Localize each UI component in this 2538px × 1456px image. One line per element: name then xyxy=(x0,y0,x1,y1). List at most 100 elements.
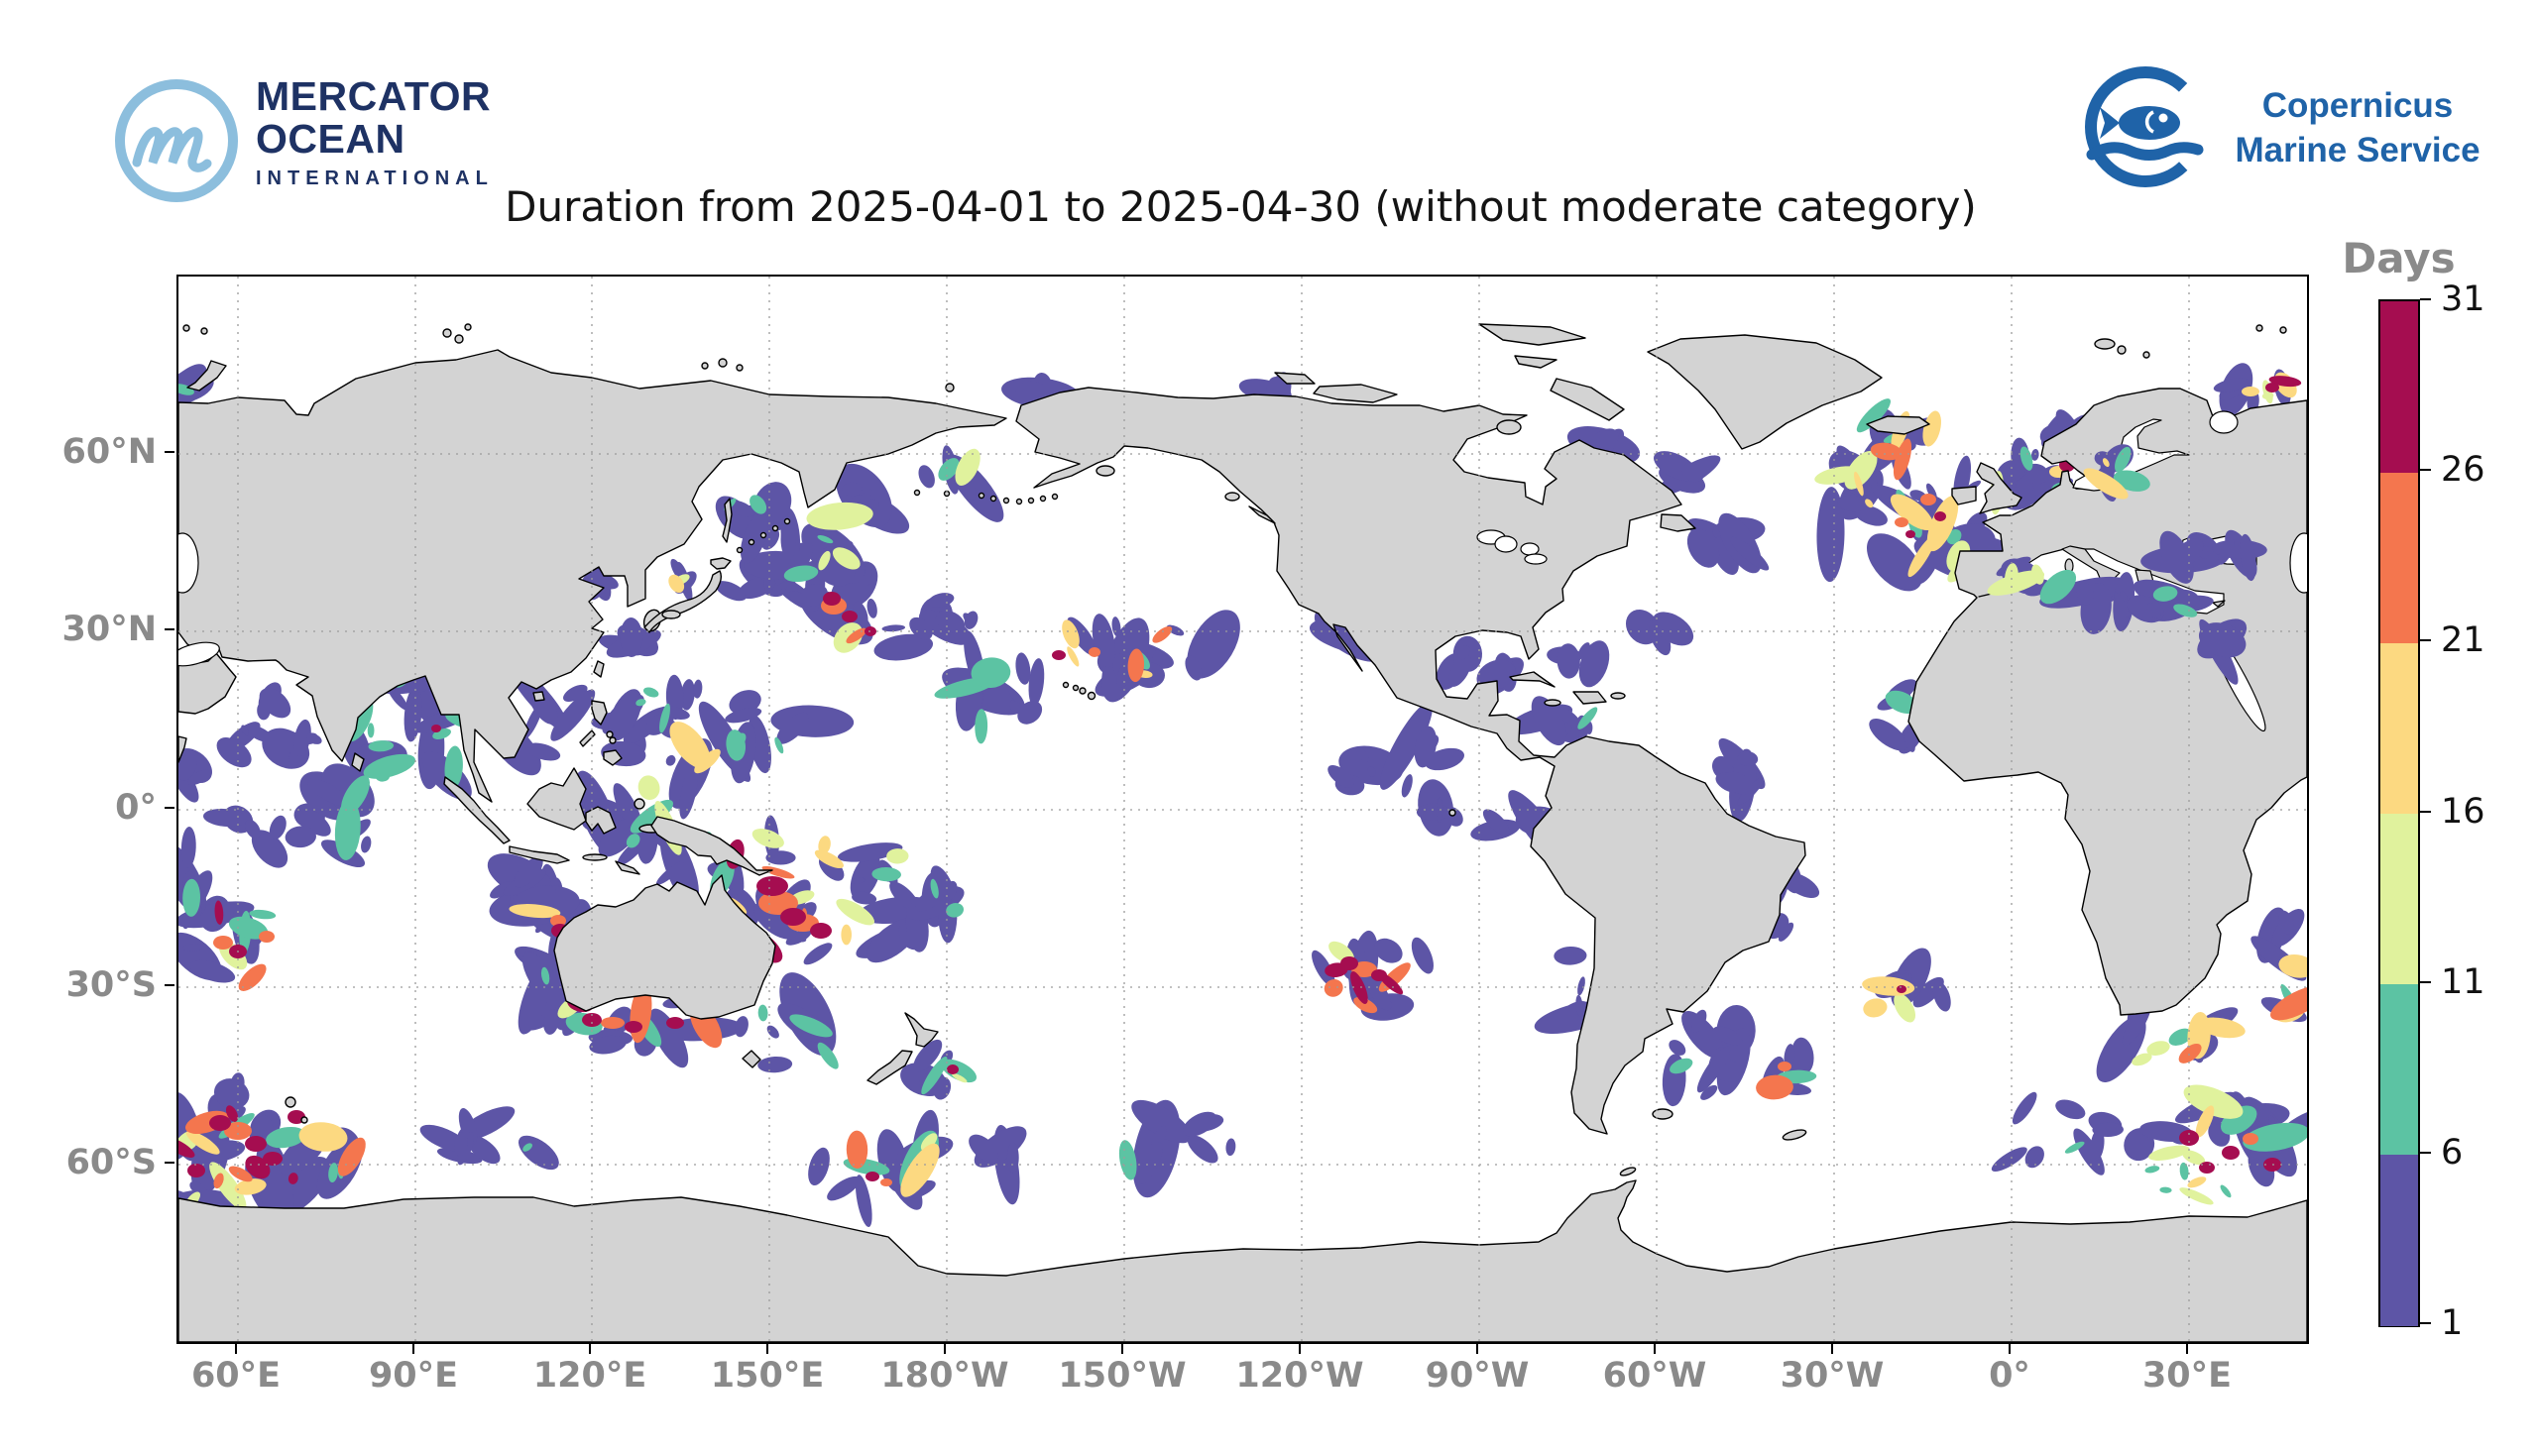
x-tick xyxy=(766,1344,768,1354)
copernicus-line2: Marine Service xyxy=(2235,131,2480,169)
x-tick-label: 180°W xyxy=(880,1356,1009,1396)
land-hokkaido xyxy=(710,557,732,570)
y-tick xyxy=(165,1162,174,1164)
x-tick-label: 150°W xyxy=(1058,1356,1187,1396)
land-tasmania xyxy=(742,1050,761,1068)
colorbar-tick xyxy=(2420,1151,2431,1154)
y-tick xyxy=(165,628,174,630)
colorbar-tick xyxy=(2420,980,2431,983)
heatwave-patches-ocean xyxy=(178,363,2307,1229)
land-mindanao xyxy=(603,749,623,766)
colorbar-tick-label: 31 xyxy=(2441,280,2485,319)
x-tick xyxy=(1654,1344,1656,1354)
land-luzon xyxy=(591,700,608,726)
colorbar-bin xyxy=(2380,472,2418,643)
mercator-line2: OCEAN xyxy=(256,116,405,162)
mercator-ocean-logo: MERCATOR OCEAN INTERNATIONAL xyxy=(107,65,623,224)
colorbar-tick xyxy=(2420,639,2431,642)
land-great-britain xyxy=(1976,462,2022,514)
colorbar-tick-label: 21 xyxy=(2441,620,2485,661)
x-tick xyxy=(412,1344,414,1354)
y-tick-label: 60°S xyxy=(65,1143,157,1182)
x-tick-label: 90°W xyxy=(1425,1356,1530,1396)
heatwave-patches-inland-seas xyxy=(1987,444,2267,685)
x-tick xyxy=(1831,1344,1833,1354)
colorbar-bin xyxy=(2380,813,2418,985)
colorbar-bin xyxy=(2380,1154,2418,1326)
land-nz-south xyxy=(866,1050,913,1085)
colorbar-tick xyxy=(2420,810,2431,813)
x-tick-label: 120°W xyxy=(1235,1356,1364,1396)
mercator-line3: INTERNATIONAL xyxy=(256,168,494,189)
colorbar-tick xyxy=(2420,1322,2431,1324)
x-tick xyxy=(235,1344,237,1354)
land-antarctica xyxy=(178,1179,2307,1342)
colorbar-tick xyxy=(2420,469,2431,472)
x-tick xyxy=(589,1344,591,1354)
land-ireland xyxy=(1951,486,1977,505)
colorbar-bin xyxy=(2380,642,2418,815)
land-nz-north xyxy=(904,1012,939,1048)
x-tick-label: 30°W xyxy=(1780,1356,1885,1396)
land-sulawesi xyxy=(585,806,617,835)
copernicus-wordmark: Copernicus Marine Service xyxy=(2229,83,2486,172)
colorbar-tick xyxy=(2420,298,2431,300)
x-tick-label: 60°W xyxy=(1602,1356,1707,1396)
land-layer xyxy=(178,323,2307,1342)
land-greenland xyxy=(1647,334,1883,450)
land-taiwan xyxy=(593,660,605,678)
y-tick-label: 30°S xyxy=(65,965,157,1005)
y-tick xyxy=(165,451,174,453)
sea-persian-gulf xyxy=(178,641,220,667)
land-borneo xyxy=(526,767,587,831)
x-tick xyxy=(2186,1344,2188,1354)
sea-white xyxy=(2209,410,2239,434)
colorbar-tick-label: 11 xyxy=(2441,961,2485,1002)
mercator-monogram-icon xyxy=(115,79,238,202)
y-tick-label: 0° xyxy=(115,788,157,828)
x-tick xyxy=(1476,1344,1478,1354)
land-hispaniola xyxy=(1572,691,1607,705)
land-americas xyxy=(1015,387,1806,1135)
colorbar-tick-label: 16 xyxy=(2441,791,2485,832)
colorbar-tick-label: 6 xyxy=(2441,1132,2464,1173)
x-tick xyxy=(1299,1344,1301,1354)
x-tick-label: 150°E xyxy=(710,1356,825,1396)
y-tick xyxy=(165,984,174,986)
colorbar-tick-label: 26 xyxy=(2441,450,2485,491)
mercator-ocean-wordmark: MERCATOR OCEAN INTERNATIONAL xyxy=(256,75,494,190)
copernicus-marine-logo: Copernicus Marine Service xyxy=(2078,61,2534,220)
x-tick-label: 30°E xyxy=(2141,1356,2233,1396)
world-map xyxy=(176,275,2309,1344)
sea-caspian-left xyxy=(178,532,199,594)
land-iceland xyxy=(1866,415,1930,435)
x-tick-label: 120°E xyxy=(532,1356,647,1396)
graticule-gridlines xyxy=(178,277,2307,1342)
land-cuba xyxy=(1509,671,1556,688)
land-horn-africa xyxy=(178,735,187,763)
y-tick-label: 60°N xyxy=(61,432,158,472)
x-tick-label: 60°E xyxy=(190,1356,282,1396)
world-map-canvas xyxy=(178,277,2307,1342)
y-tick-label: 30°N xyxy=(61,610,158,649)
x-tick xyxy=(2009,1344,2011,1354)
x-tick xyxy=(1121,1344,1123,1354)
land-sumatra xyxy=(443,776,511,844)
land-java xyxy=(509,845,570,864)
mercator-line1: MERCATOR xyxy=(256,73,492,119)
land-asia xyxy=(178,349,1007,803)
colorbar xyxy=(2378,299,2420,1327)
colorbar-tick-label: 1 xyxy=(2441,1303,2464,1343)
land-sakhalin xyxy=(722,498,733,543)
colorbar-bin xyxy=(2380,983,2418,1156)
colorbar-bin xyxy=(2380,301,2418,473)
land-sri-lanka xyxy=(351,752,365,772)
land-novaya-zemlya xyxy=(186,360,227,392)
chart-title: Duration from 2025-04-01 to 2025-04-30 (… xyxy=(505,182,1977,231)
copernicus-fish-icon xyxy=(2085,66,2206,187)
sea-caspian-right xyxy=(2289,532,2307,594)
x-tick-label: 90°E xyxy=(368,1356,459,1396)
colorbar-title: Days xyxy=(2342,234,2456,282)
land-new-guinea xyxy=(650,816,773,876)
